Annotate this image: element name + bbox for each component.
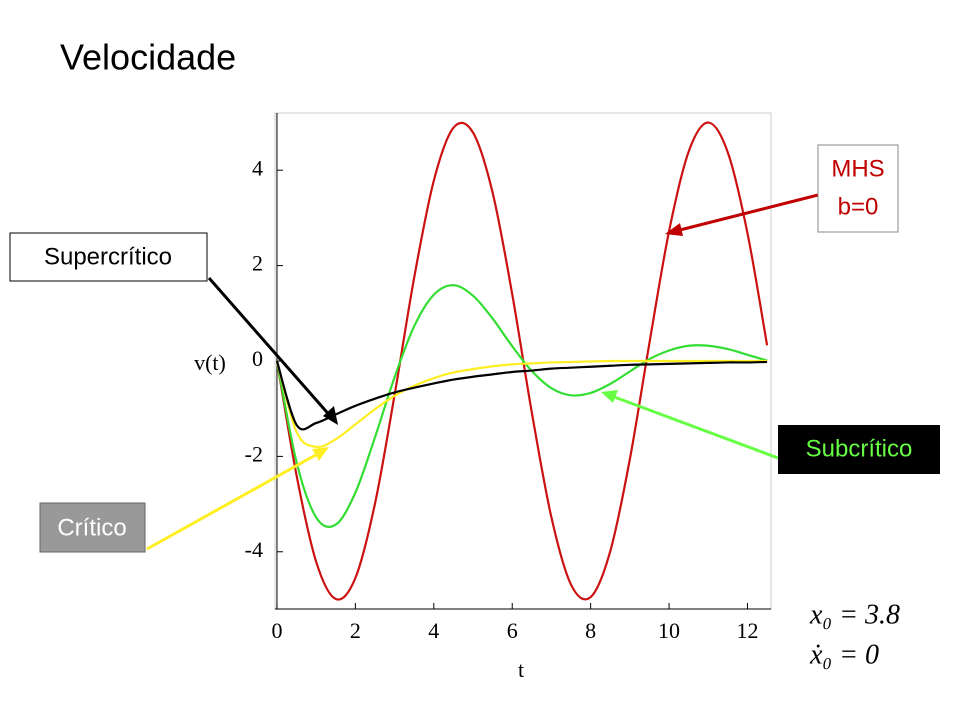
x-tick-label: 2	[350, 618, 361, 643]
label-box	[778, 425, 940, 474]
x-tick-label: 10	[658, 618, 680, 643]
formula: x₀ = 3.8	[809, 599, 900, 630]
arrowhead	[601, 390, 618, 403]
y-tick-label: 0	[252, 346, 263, 371]
series-line	[275, 360, 768, 431]
chart-title: Velocidade	[60, 37, 236, 78]
annotation: Supercrítico	[44, 243, 172, 270]
arrowhead	[323, 406, 338, 425]
y-axis-label: v(t)	[194, 350, 226, 375]
plot-area: -4 -2 0 2 4 0 2 4 6 8 10 12	[245, 113, 771, 643]
y-tick-label: -4	[245, 537, 263, 562]
x-tick-label: 4	[428, 618, 439, 643]
annotation: b=0	[838, 193, 879, 220]
arrow	[608, 393, 779, 460]
x-tick-label: 6	[507, 618, 518, 643]
label-box	[817, 144, 899, 233]
label-box	[39, 502, 146, 553]
x-tick-label: 12	[736, 618, 758, 643]
series-line	[275, 359, 768, 449]
y-tick-label: 2	[252, 251, 263, 276]
y-tick-label: 4	[252, 155, 263, 180]
arrowhead	[665, 223, 683, 236]
arrow	[207, 277, 334, 419]
label-box	[9, 232, 208, 282]
y-tick-label: -2	[245, 441, 263, 466]
series-line	[275, 284, 768, 528]
x-tick-label: 0	[271, 618, 282, 643]
annotation: Subcrítico	[806, 435, 913, 462]
arrow	[671, 193, 819, 234]
annotation: MHS	[831, 155, 884, 182]
x-axis-label: t	[518, 657, 524, 682]
x-tick-label: 8	[585, 618, 596, 643]
arrow	[146, 450, 322, 551]
arrowhead	[312, 447, 329, 461]
annotation: Crítico	[57, 514, 126, 541]
formula: ẋ₀ = 0	[809, 639, 879, 670]
